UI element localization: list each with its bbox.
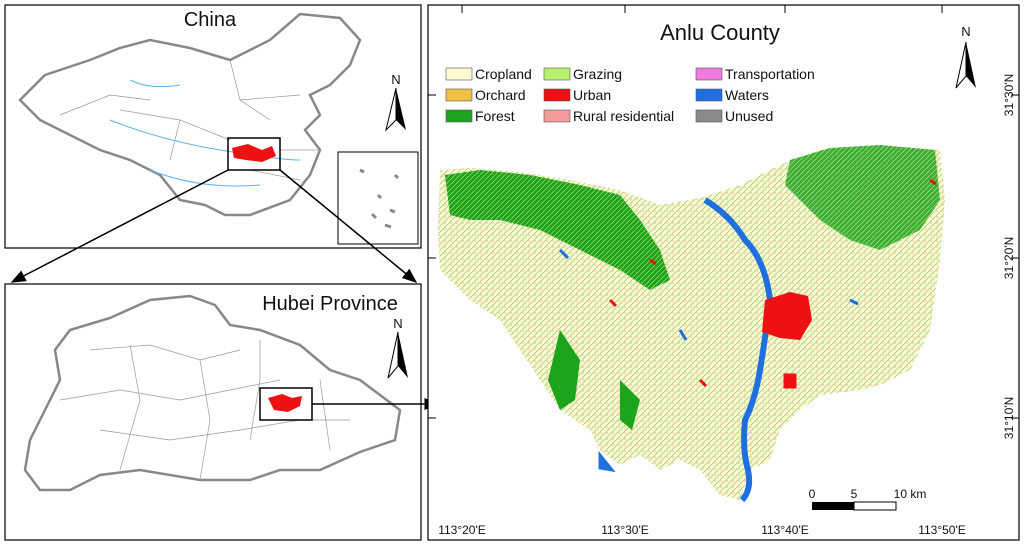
north-label: N bbox=[961, 24, 970, 39]
forest-area bbox=[785, 145, 940, 250]
urban-area bbox=[762, 292, 812, 340]
north-label: N bbox=[391, 72, 400, 87]
legend-label: Rural residential bbox=[573, 108, 674, 124]
legend-label: Orchard bbox=[475, 87, 526, 103]
legend-swatch bbox=[543, 109, 571, 123]
legend-label: Urban bbox=[573, 87, 611, 103]
waters bbox=[558, 248, 859, 473]
china-provinces bbox=[59, 59, 320, 181]
forest-area bbox=[548, 330, 640, 430]
inset-box bbox=[337, 151, 419, 245]
hubei-highlight bbox=[232, 144, 276, 162]
hubei-counties bbox=[59, 340, 350, 481]
urban-area bbox=[608, 178, 937, 389]
latitude-label: 31°20'N bbox=[1002, 237, 1016, 279]
legend-label: Grazing bbox=[573, 66, 622, 82]
scale-label: 5 bbox=[851, 487, 858, 501]
legend-label: Transportation bbox=[725, 66, 815, 82]
hubei-outline bbox=[23, 294, 402, 492]
scale-bar bbox=[812, 502, 854, 510]
legend-swatch bbox=[445, 67, 473, 81]
longitude-label: 113°40'E bbox=[761, 523, 809, 537]
scale-labels: 0 5 10 km bbox=[809, 487, 927, 501]
longitude-label: 113°50'E bbox=[918, 523, 966, 537]
graticule: 31°30'N 31°20'N 31°10'N 113°20'E 113°30'E 113… bbox=[428, 5, 1019, 537]
hubei-title: Hubei Province bbox=[262, 293, 398, 315]
scale-label: 0 bbox=[809, 487, 816, 501]
legend-swatch bbox=[695, 109, 723, 123]
legend-label: Unused bbox=[725, 108, 773, 124]
latitude-label: 31°10'N bbox=[1002, 397, 1016, 439]
legend-swatch bbox=[445, 109, 473, 123]
north-arrow bbox=[396, 88, 406, 130]
scale-label: 10 km bbox=[894, 487, 927, 501]
locator-box bbox=[227, 137, 281, 171]
north-arrow bbox=[398, 332, 408, 378]
anlu-highlight bbox=[268, 394, 302, 412]
legend-swatch bbox=[695, 67, 723, 81]
china-title: China bbox=[184, 9, 237, 31]
anlu-title: Anlu County bbox=[660, 20, 780, 45]
river bbox=[703, 197, 774, 503]
zoom-arrow bbox=[10, 169, 229, 283]
longitude-label: 113°30'E bbox=[601, 523, 649, 537]
legend: Cropland Grazing Transportation Orchard Urba… bbox=[445, 66, 815, 124]
islands bbox=[359, 168, 400, 229]
legend-label: Cropland bbox=[475, 66, 532, 82]
china-outline bbox=[18, 12, 362, 217]
forest-area bbox=[445, 170, 670, 290]
legend-swatch bbox=[445, 88, 473, 102]
legend-swatch bbox=[543, 67, 571, 81]
zoom-arrow bbox=[279, 169, 418, 283]
legend-label: Waters bbox=[725, 87, 769, 103]
legend-label: Forest bbox=[475, 108, 515, 124]
legend-swatch bbox=[543, 88, 571, 102]
north-arrow bbox=[966, 42, 976, 88]
legend-swatch bbox=[695, 88, 723, 102]
longitude-label: 113°20'E bbox=[438, 523, 486, 537]
scale-bar bbox=[853, 501, 897, 511]
north-label: N bbox=[393, 316, 402, 331]
latitude-label: 31°30'N bbox=[1002, 74, 1016, 116]
